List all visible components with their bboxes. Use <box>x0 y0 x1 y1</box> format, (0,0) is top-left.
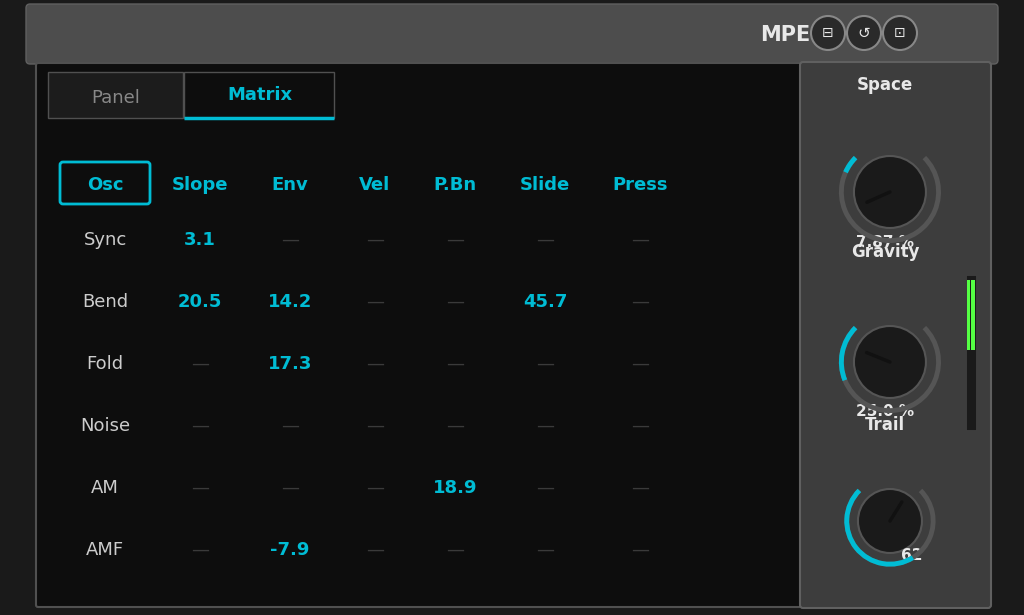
Bar <box>972 280 975 350</box>
Text: 7.87 %: 7.87 % <box>856 234 914 250</box>
Text: —: — <box>446 355 464 373</box>
Text: —: — <box>631 231 649 249</box>
Text: —: — <box>536 231 554 249</box>
Circle shape <box>858 489 922 553</box>
Text: Space: Space <box>857 76 913 94</box>
Text: Sync: Sync <box>83 231 127 249</box>
Text: Vel: Vel <box>359 176 390 194</box>
Text: 14.2: 14.2 <box>268 293 312 311</box>
Text: 17.3: 17.3 <box>268 355 312 373</box>
Text: 18.9: 18.9 <box>433 479 477 497</box>
Text: ⊟: ⊟ <box>822 26 834 40</box>
Text: —: — <box>366 293 384 311</box>
Text: —: — <box>446 293 464 311</box>
Text: —: — <box>191 541 209 559</box>
Text: Env: Env <box>271 176 308 194</box>
Text: Press: Press <box>612 176 668 194</box>
Text: AMF: AMF <box>86 541 124 559</box>
Text: 3.1: 3.1 <box>184 231 216 249</box>
Circle shape <box>854 326 926 398</box>
Text: Noise: Noise <box>80 417 130 435</box>
Text: Bend: Bend <box>82 293 128 311</box>
Text: AM: AM <box>91 479 119 497</box>
Text: Fold: Fold <box>86 355 124 373</box>
Text: ⊡: ⊡ <box>894 26 906 40</box>
FancyBboxPatch shape <box>26 4 998 64</box>
Text: Slope: Slope <box>172 176 228 194</box>
FancyBboxPatch shape <box>36 63 802 607</box>
Text: Gravity: Gravity <box>851 243 920 261</box>
Text: —: — <box>631 417 649 435</box>
Text: —: — <box>281 417 299 435</box>
Text: —: — <box>281 479 299 497</box>
Text: —: — <box>446 541 464 559</box>
Text: Trail: Trail <box>865 416 905 434</box>
Text: —: — <box>536 479 554 497</box>
Text: Panel: Panel <box>91 89 140 107</box>
Text: —: — <box>191 479 209 497</box>
Text: Osc: Osc <box>87 176 123 194</box>
Text: —: — <box>536 541 554 559</box>
FancyBboxPatch shape <box>48 72 183 118</box>
Circle shape <box>854 156 926 228</box>
Text: —: — <box>366 541 384 559</box>
Bar <box>966 275 976 430</box>
Text: —: — <box>366 417 384 435</box>
Bar <box>967 280 971 350</box>
Text: —: — <box>366 231 384 249</box>
Text: —: — <box>631 479 649 497</box>
Text: —: — <box>446 231 464 249</box>
Text: ↺: ↺ <box>858 25 870 41</box>
Text: -7.9: -7.9 <box>270 541 309 559</box>
Text: —: — <box>366 479 384 497</box>
Circle shape <box>811 16 845 50</box>
Text: MPE: MPE <box>760 25 810 45</box>
Text: Matrix: Matrix <box>227 86 293 104</box>
FancyBboxPatch shape <box>800 62 991 608</box>
Text: —: — <box>631 541 649 559</box>
Text: 62: 62 <box>901 549 923 563</box>
Text: —: — <box>536 355 554 373</box>
Text: —: — <box>191 417 209 435</box>
Text: —: — <box>631 355 649 373</box>
Circle shape <box>883 16 918 50</box>
Circle shape <box>847 16 881 50</box>
Text: 45.7: 45.7 <box>523 293 567 311</box>
Text: 25.0 %: 25.0 % <box>856 405 914 419</box>
Text: —: — <box>366 355 384 373</box>
Text: 20.5: 20.5 <box>178 293 222 311</box>
Text: P.Bn: P.Bn <box>433 176 476 194</box>
FancyBboxPatch shape <box>184 72 334 118</box>
Text: Slide: Slide <box>520 176 570 194</box>
Text: —: — <box>191 355 209 373</box>
Text: —: — <box>446 417 464 435</box>
Text: —: — <box>536 417 554 435</box>
Text: —: — <box>631 293 649 311</box>
Text: —: — <box>281 231 299 249</box>
